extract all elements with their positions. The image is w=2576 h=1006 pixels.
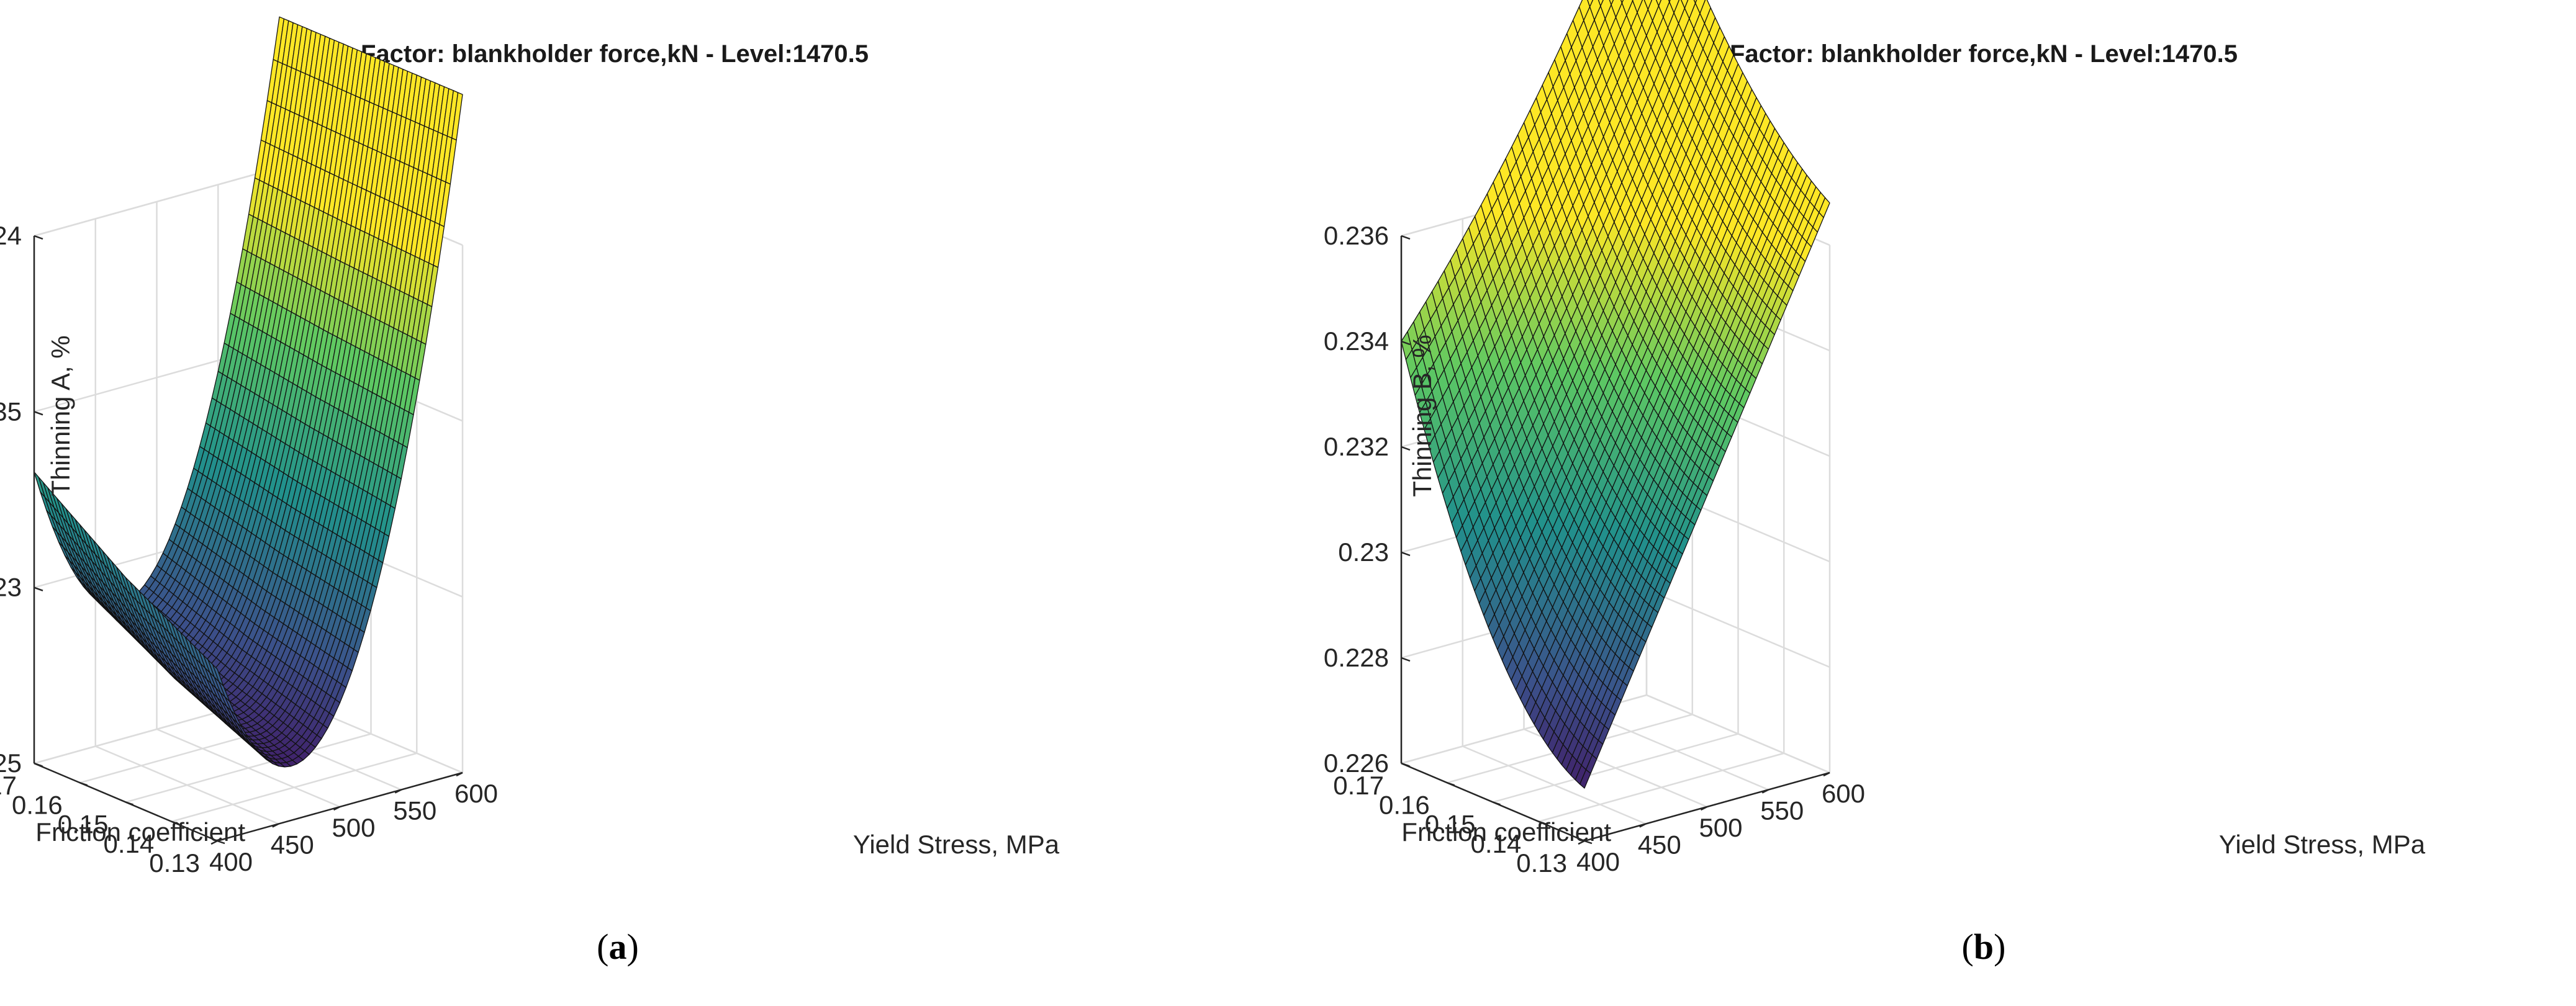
z-tick-label: 0.23 xyxy=(1338,537,1389,567)
x-tick-mark xyxy=(1639,823,1647,828)
caption-b: (b) xyxy=(1962,927,2006,967)
y-tick-label: 0.16 xyxy=(1379,790,1430,819)
y-tick-label: 0.17 xyxy=(0,771,17,800)
y-tick-mark xyxy=(125,801,133,806)
surface-patch xyxy=(1579,769,1591,789)
caption-paren: ( xyxy=(1962,927,1974,967)
z-tick-label: 0.24 xyxy=(0,221,22,250)
chart-panel-a: Factor: blankholder force,kN - Level:147… xyxy=(0,16,1060,878)
caption-paren: ) xyxy=(627,927,639,967)
floor-gridline xyxy=(125,733,371,803)
x-tick-label: 600 xyxy=(1822,779,1865,808)
x-tick-label: 400 xyxy=(1576,847,1620,876)
z-tick-label: 0.232 xyxy=(1324,432,1389,461)
surface-group xyxy=(1401,0,1830,789)
y-tick-label: 0.16 xyxy=(12,790,63,819)
z-tick-mark xyxy=(1401,235,1411,240)
surface-patch xyxy=(1655,0,1662,7)
caption-paren: ( xyxy=(597,927,608,967)
z-tick-mark xyxy=(1401,446,1411,451)
x-tick-mark xyxy=(394,789,402,794)
y-tick-mark xyxy=(1584,840,1593,845)
z-tick-mark xyxy=(34,235,43,240)
z-tick-mark xyxy=(34,586,43,591)
z-tick-mark xyxy=(1401,551,1411,557)
y-tick-label: 0.15 xyxy=(1425,810,1476,839)
caption-letter: a xyxy=(609,927,627,967)
z-tick-mark xyxy=(34,411,43,416)
z-tick-label: 0.225 xyxy=(0,748,22,778)
y-axis-label: Friction coefficient xyxy=(1401,817,1611,847)
x-tick-mark xyxy=(1823,771,1830,777)
caption-paren: ) xyxy=(1994,927,2005,967)
z-tick-mark xyxy=(1401,762,1411,768)
x-tick-mark xyxy=(333,806,341,811)
x-tick-label: 450 xyxy=(271,830,314,860)
x-tick-mark xyxy=(210,840,218,845)
y-tick-label: 0.14 xyxy=(104,829,155,858)
floor-gridline xyxy=(1584,711,1769,791)
x-tick-mark xyxy=(1578,840,1585,845)
y-tick-mark xyxy=(171,820,179,825)
z-axis-label: Thinning B, % xyxy=(1408,335,1437,496)
floor-gridline xyxy=(1646,694,1830,774)
caption-a: (a) xyxy=(597,927,639,967)
x-tick-mark xyxy=(1700,806,1708,811)
x-tick-label: 600 xyxy=(454,779,498,808)
x-tick-label: 550 xyxy=(393,796,436,825)
surface-group xyxy=(34,16,463,768)
x-tick-label: 500 xyxy=(1699,813,1742,842)
x-tick-label: 400 xyxy=(209,847,253,876)
caption-letter: b xyxy=(1974,927,1994,967)
z-tick-label: 0.236 xyxy=(1324,221,1389,250)
z-tick-label: 0.235 xyxy=(0,397,22,426)
x-tick-mark xyxy=(1761,789,1769,794)
z-tick-label: 0.226 xyxy=(1324,748,1389,778)
surface-patch xyxy=(212,664,224,687)
chart-title: Factor: blankholder force,kN - Level:147… xyxy=(1730,40,2238,68)
x-tick-label: 500 xyxy=(332,813,375,842)
x-axis-label: Yield Stress, MPa xyxy=(853,830,1060,859)
surface-patch xyxy=(1598,0,1604,7)
y-tick-mark xyxy=(217,840,225,845)
y-tick-label: 0.13 xyxy=(149,848,200,878)
y-tick-mark xyxy=(1493,801,1501,806)
x-axis-label: Yield Stress, MPa xyxy=(2219,830,2426,859)
floor-gridline xyxy=(1493,733,1738,803)
x-tick-mark xyxy=(456,771,463,777)
y-axis-label: Friction coefficient xyxy=(35,817,245,847)
y-tick-label: 0.13 xyxy=(1516,848,1567,878)
x-tick-label: 550 xyxy=(1760,796,1804,825)
surface-patch xyxy=(1587,0,1594,7)
z-axis-label: Thinning A, % xyxy=(46,335,75,496)
y-tick-label: 0.17 xyxy=(1333,771,1384,800)
y-tick-label: 0.15 xyxy=(58,810,109,839)
chart-title: Factor: blankholder force,kN - Level:147… xyxy=(361,40,869,68)
z-tick-label: 0.228 xyxy=(1324,643,1389,672)
z-tick-mark xyxy=(1401,657,1411,662)
y-tick-mark xyxy=(1447,782,1455,786)
x-tick-mark xyxy=(272,823,279,828)
y-tick-mark xyxy=(79,782,88,786)
z-tick-label: 0.23 xyxy=(0,573,22,602)
z-tick-label: 0.234 xyxy=(1324,326,1389,356)
z-tick-mark xyxy=(34,762,43,768)
x-tick-label: 450 xyxy=(1638,830,1681,860)
z-tick-mark xyxy=(1401,340,1411,346)
chart-panel-b: Factor: blankholder force,kN - Level:147… xyxy=(1324,0,2426,878)
y-tick-label: 0.14 xyxy=(1471,829,1522,858)
y-tick-mark xyxy=(1538,820,1547,825)
